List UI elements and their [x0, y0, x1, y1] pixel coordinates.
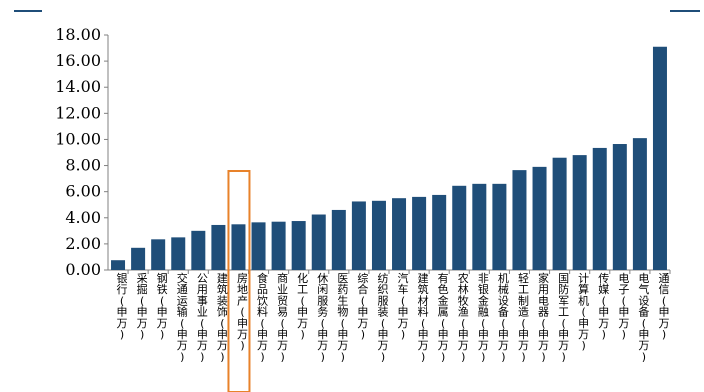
bar: [572, 155, 587, 270]
x-tick-label: 计算机(申万): [578, 272, 589, 352]
bar: [171, 237, 186, 270]
bar: [191, 230, 206, 270]
x-tick-label: 国防军工(申万): [558, 272, 569, 363]
x-tick-label: 汽车(申万): [398, 271, 409, 341]
y-tick-label: 10.00: [55, 129, 101, 148]
x-tick-label: 建筑装饰(申万): [217, 271, 228, 363]
header-rule-left: [14, 10, 42, 12]
bar: [592, 147, 607, 270]
bar: [392, 198, 407, 270]
bar: [111, 260, 126, 270]
y-tick-label: 14.00: [55, 77, 101, 96]
y-tick-label: 18.00: [55, 25, 101, 44]
bar: [211, 224, 226, 270]
bar: [612, 144, 627, 270]
bar: [452, 185, 467, 270]
bar: [251, 222, 266, 270]
y-tick-label: 6.00: [65, 182, 101, 201]
bar: [351, 201, 366, 270]
x-tick-label: 银行(申万): [117, 271, 128, 341]
x-tick-label: 房地产(申万): [237, 272, 248, 352]
bar: [472, 183, 487, 270]
bar: [552, 157, 567, 270]
y-tick-label: 0.00: [65, 260, 101, 279]
bar: [371, 200, 386, 270]
bar: [512, 170, 527, 270]
bar: [131, 247, 146, 270]
y-tick-label: 4.00: [65, 208, 101, 227]
x-tick-label: 非银金融(申万): [478, 272, 489, 363]
x-tick-label: 纺织服装(申万): [377, 271, 388, 363]
bar: [331, 209, 346, 270]
header-rule-right: [670, 10, 700, 12]
x-tick-label: 休闲服务(申万): [317, 272, 328, 363]
bar: [291, 221, 306, 270]
x-tick-label: 化工(申万): [297, 271, 308, 341]
x-tick-label: 有色金属(申万): [438, 271, 449, 363]
x-tick-label: 电气设备(申万): [638, 272, 649, 363]
x-tick-label: 农林牧渔(申万): [458, 271, 469, 363]
x-tick-label: 交通运输(申万): [177, 271, 188, 363]
bar: [652, 46, 667, 270]
bar: [311, 214, 326, 270]
x-tick-label: 采掘(申万): [137, 272, 148, 341]
bar: [432, 194, 447, 270]
bar: [151, 239, 166, 270]
x-tick-label: 医药生物(申万): [337, 272, 348, 363]
x-tick-label: 商业贸易(申万): [277, 271, 288, 363]
x-tick-label: 轻工制造(申万): [518, 271, 529, 363]
bar: [271, 221, 286, 270]
x-tick-label: 机械设备(申万): [498, 271, 509, 363]
highlight-box: [227, 170, 251, 392]
y-tick-label: 2.00: [65, 234, 101, 253]
x-tick-label: 家用电器(申万): [538, 271, 549, 363]
x-tick-label: 通信(申万): [658, 272, 669, 341]
x-tick-label: 钢铁(申万): [157, 272, 168, 341]
bar: [231, 224, 246, 270]
x-tick-label: 公用事业(申万): [197, 272, 208, 363]
y-tick-label: 8.00: [65, 156, 101, 175]
x-tick-label: 建筑材料(申万): [418, 271, 429, 363]
bar: [632, 138, 647, 270]
x-tick-label: 电子(申万): [618, 272, 629, 341]
y-tick-label: 16.00: [55, 51, 101, 70]
x-tick-label: 食品饮料(申万): [257, 271, 268, 363]
x-tick-label: 传媒(申万): [598, 272, 609, 341]
bar: [412, 196, 427, 270]
x-tick-label: 综合(申万): [357, 271, 368, 341]
bar: [532, 166, 547, 270]
bar: [492, 183, 507, 270]
y-tick-label: 12.00: [55, 103, 101, 122]
